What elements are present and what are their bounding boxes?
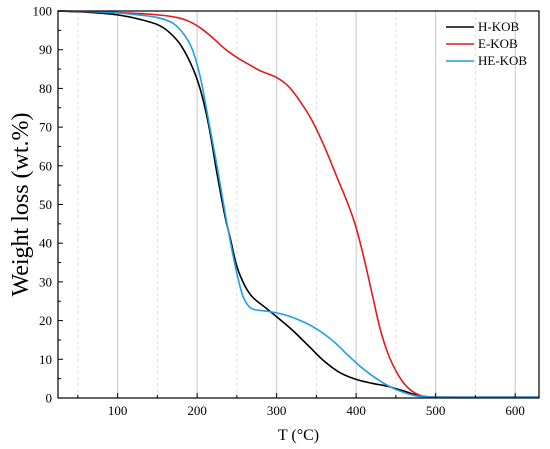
y-tick-label: 100 xyxy=(33,4,53,19)
x-tick-label: 500 xyxy=(426,403,446,418)
x-axis: 100 200 300 400 500 600 xyxy=(77,393,525,418)
y-tick-label: 70 xyxy=(39,120,52,135)
series-line-h-kob xyxy=(57,10,539,399)
y-axis-title: Weight loss (wt.%) xyxy=(8,112,34,296)
y-tick-label: 90 xyxy=(39,42,52,57)
y-tick-label: 20 xyxy=(39,313,52,328)
vertical-grid xyxy=(77,11,516,398)
x-tick-label: 100 xyxy=(108,403,128,418)
y-tick-label: 40 xyxy=(39,236,52,251)
y-tick-label: 10 xyxy=(39,352,52,367)
y-tick-label: 0 xyxy=(46,391,53,406)
x-tick-label: 300 xyxy=(267,403,287,418)
legend-label: HE-KOB xyxy=(478,53,527,68)
x-axis-title: T (°C) xyxy=(278,427,319,444)
y-tick-label: 80 xyxy=(39,81,52,96)
series-line-e-kob xyxy=(57,10,539,399)
y-axis: 0 10 20 30 40 50 60 70 80 90 100 xyxy=(33,4,63,406)
y-tick-label: 30 xyxy=(39,274,52,289)
plot-frame xyxy=(57,10,540,399)
legend-label: E-KOB xyxy=(478,36,518,51)
series-line-he-kob xyxy=(57,10,539,399)
y-tick-label: 60 xyxy=(39,158,52,173)
x-tick-label: 200 xyxy=(187,403,207,418)
y-tick-label: 50 xyxy=(39,197,52,212)
legend: H-KOB E-KOB HE-KOB xyxy=(446,19,527,68)
x-tick-label: 400 xyxy=(346,403,366,418)
legend-label: H-KOB xyxy=(478,19,519,34)
x-tick-label: 600 xyxy=(505,403,525,418)
series-layer xyxy=(57,10,539,399)
